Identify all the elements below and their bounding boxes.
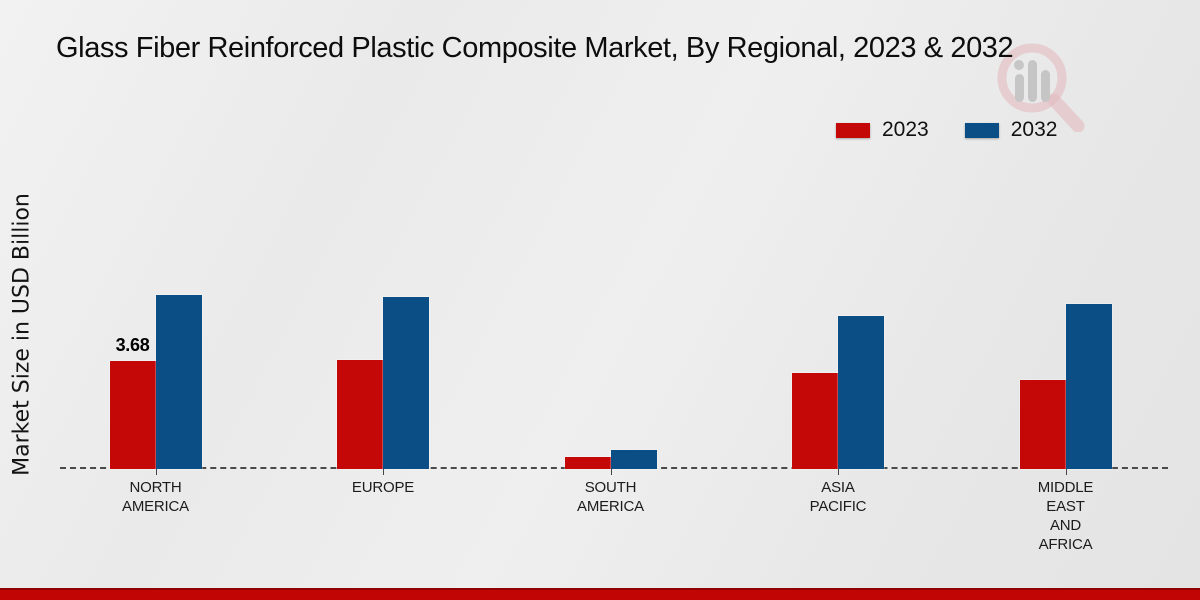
category-label-north-america: NORTH AMERICA [122,479,189,515]
legend-label-2023: 2023 [882,118,929,141]
bar-2023-asia-pacific [792,373,838,469]
bar-2032-south-america [610,450,657,469]
category-label-europe: EUROPE [351,479,415,496]
bar-2032-asia-pacific [838,316,884,469]
magnifier-bar-chart-logo-icon [997,43,1085,132]
category-label-south-america: SOUTH AMERICA [577,479,644,515]
legend: 2023 2032 [836,118,1057,142]
category-label-asia-pacific: ASIA PACIFIC [809,479,867,515]
x-axis-tick-asia-pacific [838,469,839,475]
bar-2023-north-america [109,361,156,469]
x-axis-tick-middle-east-and-africa [1065,469,1067,475]
category-label-middle-east-and-africa: MIDDLE EAST AND AFRICA [1037,479,1094,553]
data-label-2023-0: 3.68 [115,335,150,355]
legend-label-2032: 2032 [1010,118,1058,141]
footer-red-band [0,588,1200,600]
bar-2023-south-america [564,457,611,469]
bar-2032-europe [383,297,429,469]
legend-item-2032: 2032 [964,118,1058,142]
legend-item-2023: 2023 [836,118,929,142]
legend-swatch-2023 [836,122,870,138]
chart-title: Glass Fiber Reinforced Plastic Composite… [56,32,1014,64]
bar-2023-europe [337,360,383,469]
bar-2032-middle-east-and-africa [1065,304,1112,469]
bar-2032-north-america [155,295,202,469]
bar-2023-middle-east-and-africa [1019,380,1066,469]
x-axis-tick-north-america [155,469,157,475]
x-axis-tick-south-america [610,469,612,475]
legend-swatch-2032 [964,122,999,138]
x-axis-tick-europe [383,469,384,475]
